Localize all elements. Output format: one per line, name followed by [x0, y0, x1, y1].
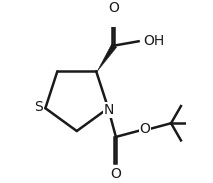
Text: O: O [111, 167, 121, 182]
Text: O: O [109, 1, 120, 15]
Text: S: S [34, 100, 43, 114]
Polygon shape [97, 44, 117, 72]
Text: N: N [104, 103, 114, 117]
Text: O: O [140, 122, 150, 136]
Text: OH: OH [144, 34, 165, 48]
